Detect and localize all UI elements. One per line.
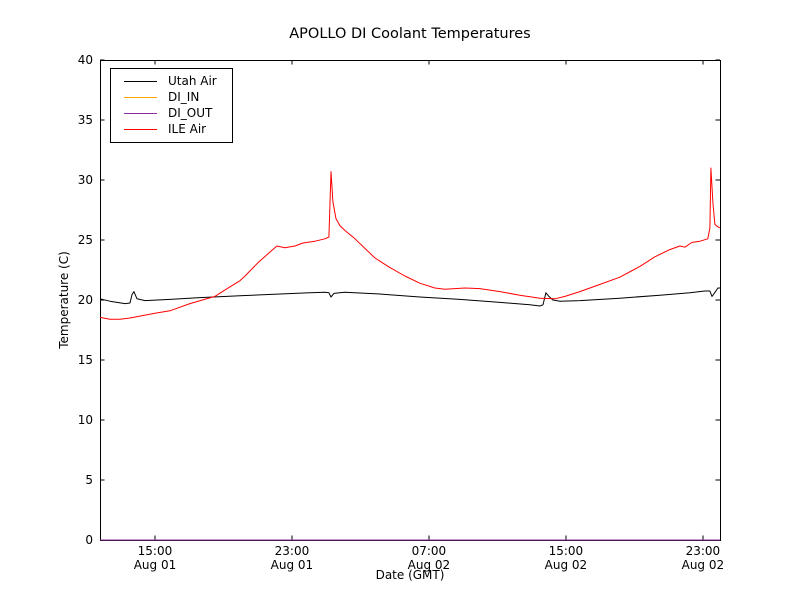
legend-line-sample <box>124 128 157 130</box>
chart-title: APOLLO DI Coolant Temperatures <box>289 26 531 42</box>
legend-item-di-out: DI_OUT <box>111 105 232 121</box>
y-tick-label: 15 <box>77 353 93 367</box>
y-tick-label: 10 <box>77 413 93 427</box>
y-tick-label: 5 <box>85 473 93 487</box>
x-tick-label: 23:00 Aug 02 <box>681 544 725 572</box>
legend-line-sample <box>124 80 157 82</box>
legend-label: DI_IN <box>168 90 200 104</box>
x-tick-label: 07:00 Aug 02 <box>407 544 451 572</box>
legend-label: ILE Air <box>168 122 207 136</box>
legend-label: DI_OUT <box>168 106 213 120</box>
legend-item-ile-air: ILE Air <box>111 121 232 137</box>
legend-line-sample <box>124 96 157 98</box>
y-tick-label: 30 <box>77 173 93 187</box>
legend: Utah Air DI_IN DI_OUT ILE Air <box>110 68 233 143</box>
series-line-ile-air <box>99 167 721 320</box>
y-tick-label: 35 <box>77 113 93 127</box>
legend-line-sample <box>124 112 157 114</box>
x-tick-label: 15:00 Aug 02 <box>544 544 588 572</box>
x-axis-label: Date (GMT) <box>375 568 445 582</box>
legend-item-utah-air: Utah Air <box>111 73 232 89</box>
legend-item-di-in: DI_IN <box>111 89 232 105</box>
y-tick-label: 0 <box>85 533 93 547</box>
y-tick-label: 40 <box>77 53 93 67</box>
legend-label: Utah Air <box>168 74 217 88</box>
x-tick-label: 15:00 Aug 01 <box>133 544 177 572</box>
series-line-utah-air <box>99 287 720 307</box>
y-tick-label: 25 <box>77 233 93 247</box>
y-tick-label: 20 <box>77 293 93 307</box>
x-tick-label: 23:00 Aug 01 <box>270 544 314 572</box>
